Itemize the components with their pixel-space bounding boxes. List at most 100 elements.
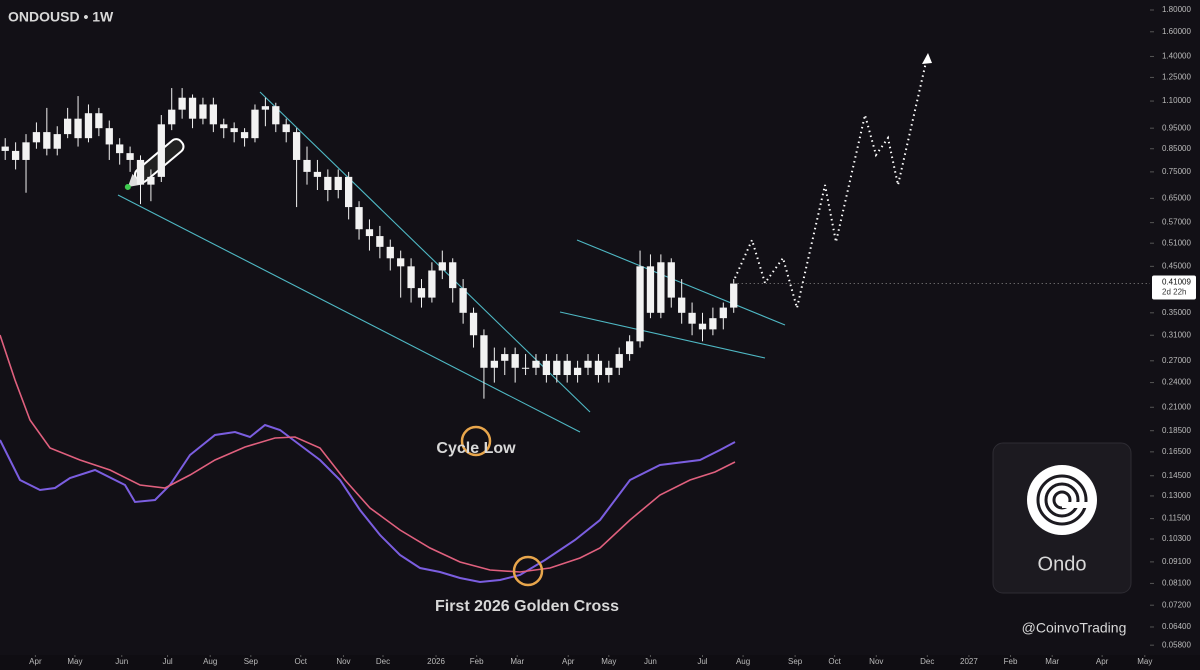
candle-body	[22, 142, 30, 160]
candle-body	[521, 367, 530, 369]
candle-body	[303, 159, 311, 172]
x-tick-label: Oct	[295, 657, 308, 666]
x-tick-label: Jul	[697, 657, 707, 666]
x-tick-label: Nov	[336, 657, 350, 666]
candle-body	[657, 262, 665, 313]
candle-body	[719, 307, 727, 319]
candle-body	[355, 207, 363, 230]
candle-body	[292, 132, 301, 160]
candle-body	[386, 246, 394, 259]
candle-body	[74, 118, 82, 139]
candle-body	[573, 367, 582, 376]
candle-body	[334, 176, 342, 190]
candle-body	[251, 109, 259, 139]
candle-body	[376, 236, 384, 247]
x-tick-label: May	[601, 657, 616, 666]
annotation: First 2026 Golden Cross	[435, 598, 619, 615]
x-tick-label: Mar	[1045, 657, 1059, 666]
last-price-label: 0.41009	[1162, 278, 1191, 287]
candle-body	[282, 124, 290, 133]
candle-body	[188, 97, 197, 119]
candle-body	[313, 171, 322, 177]
x-tick-label: Jul	[162, 657, 172, 666]
y-tick-label: 0.35000	[1162, 308, 1191, 317]
candle-body	[116, 144, 124, 154]
candle-body	[449, 262, 457, 289]
candle-body	[230, 128, 238, 133]
candle-body	[365, 229, 374, 237]
y-tick-label: 0.05800	[1162, 640, 1191, 649]
candle-body	[199, 104, 207, 119]
candle-body	[324, 176, 332, 190]
trend-line	[117, 194, 581, 433]
candle-body	[490, 360, 498, 368]
logo-label: Ondo	[1038, 553, 1087, 575]
candle-body	[11, 150, 20, 160]
candle-body	[511, 354, 519, 368]
y-tick-label: 0.85000	[1162, 144, 1191, 153]
y-tick-label: 1.10000	[1162, 96, 1191, 105]
candle-body	[584, 360, 592, 368]
candle-body	[397, 258, 405, 267]
candle-body	[553, 360, 561, 376]
y-tick-label: 1.60000	[1162, 27, 1191, 36]
candle-body	[345, 176, 353, 208]
x-tick-label: Mar	[510, 657, 524, 666]
candle-body	[709, 318, 717, 330]
golden-cross-marker	[512, 555, 544, 587]
candle-body	[563, 360, 571, 376]
time-axis	[0, 655, 1200, 670]
y-tick-label: 0.95000	[1162, 123, 1191, 132]
candle-body	[594, 360, 603, 376]
candle-body	[136, 159, 145, 185]
x-tick-label: Feb	[1004, 657, 1018, 666]
y-tick-label: 1.25000	[1162, 73, 1191, 82]
trend-line	[559, 311, 766, 359]
candle-body	[95, 113, 103, 129]
x-tick-label: May	[67, 657, 82, 666]
candle-body	[32, 132, 41, 143]
trend-line	[259, 91, 591, 413]
x-tick-label: Aug	[203, 657, 217, 666]
y-tick-label: 0.08100	[1162, 579, 1191, 588]
candle-body	[438, 262, 446, 271]
candle-body	[417, 288, 426, 298]
y-tick-label: 0.27000	[1162, 356, 1191, 365]
candle-body	[43, 132, 51, 149]
candle-body	[53, 134, 61, 149]
y-tick-label: 1.40000	[1162, 52, 1191, 61]
candle-body	[625, 341, 634, 355]
candle-body	[168, 109, 176, 125]
candle-body	[84, 113, 93, 139]
projection-arrow	[922, 53, 932, 64]
x-tick-label: Jun	[115, 657, 128, 666]
x-tick-label: Sep	[244, 657, 259, 666]
indicator-fast	[0, 423, 736, 584]
candle-body	[272, 106, 280, 125]
y-tick-label: 0.13000	[1162, 491, 1191, 500]
candle-body	[480, 335, 488, 368]
candle-body	[501, 354, 509, 361]
candle-body	[1, 146, 9, 151]
candle-body	[126, 153, 134, 160]
x-tick-label: Dec	[920, 657, 934, 666]
candle-body	[147, 176, 155, 185]
y-tick-label: 0.09100	[1162, 557, 1191, 566]
y-tick-label: 0.07200	[1162, 600, 1191, 609]
trend-lines	[117, 91, 786, 433]
candle-body	[240, 132, 249, 139]
y-tick-label: 0.24000	[1162, 378, 1191, 387]
watermark: @CoinvoTrading	[1022, 620, 1127, 636]
candle-body	[220, 124, 228, 129]
y-tick-label: 1.80000	[1162, 5, 1191, 14]
x-tick-label: Jun	[644, 657, 657, 666]
x-tick-label: May	[1137, 657, 1152, 666]
candle-body	[105, 128, 113, 145]
trend-line	[576, 239, 786, 326]
candle-body	[209, 104, 217, 125]
price-axis	[1150, 0, 1200, 670]
y-tick-label: 0.65000	[1162, 193, 1191, 202]
x-tick-label: Apr	[1096, 657, 1109, 666]
y-tick-label: 0.51000	[1162, 238, 1191, 247]
annotation: Cycle Low	[436, 440, 516, 457]
